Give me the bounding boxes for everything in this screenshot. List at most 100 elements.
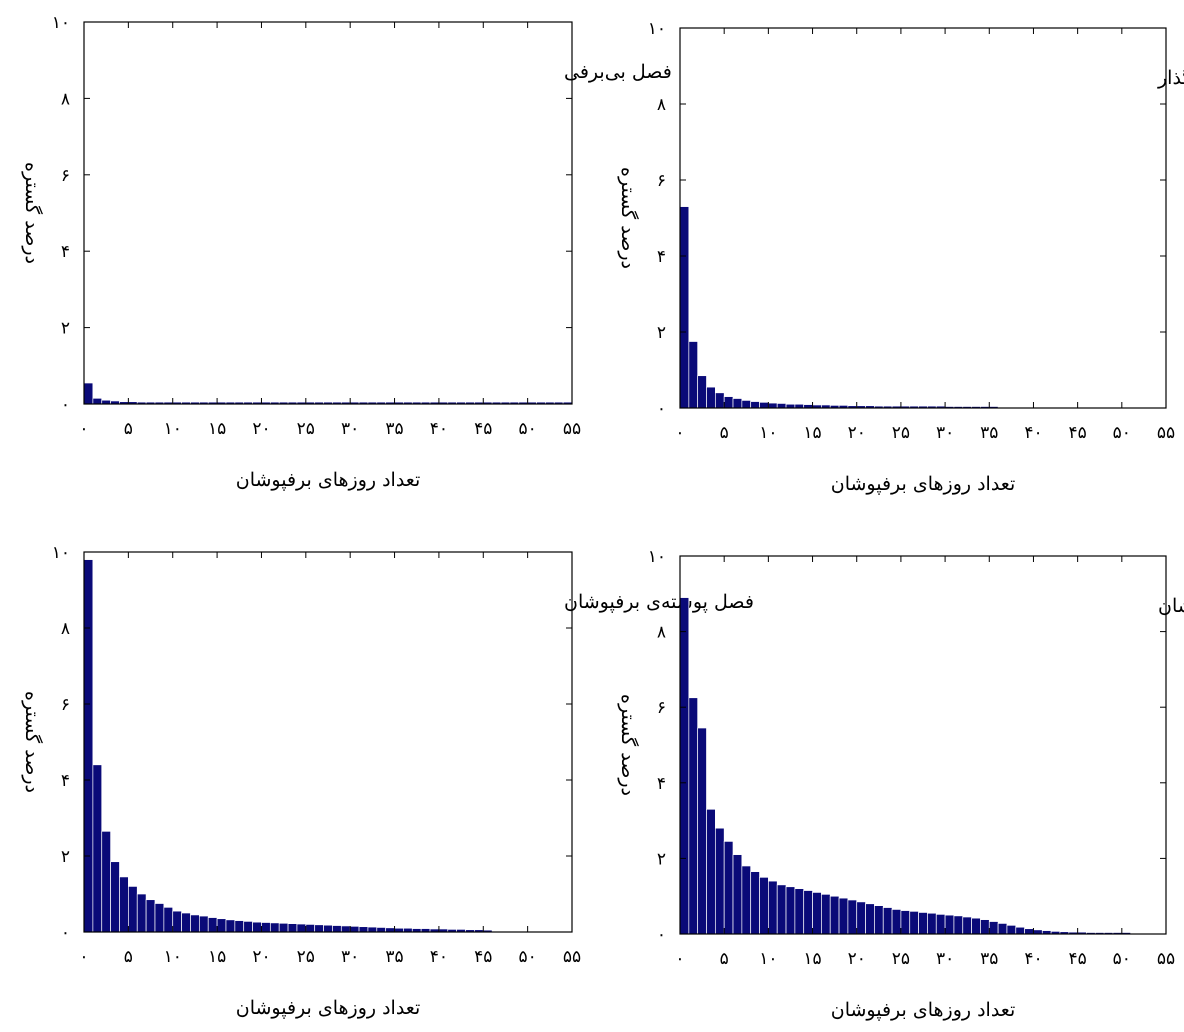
y-tick-label: ۸	[61, 619, 70, 639]
bar	[216, 918, 227, 933]
bar	[679, 206, 690, 409]
bar	[1015, 926, 1025, 935]
bar	[980, 919, 990, 935]
bar	[847, 899, 858, 935]
chart-panel-1: ۰ ۵ ۱۰ ۱۵ ۲۰ ۲۵ ۳۰ ۳۵ ۴۰ ۴۵ ۵۰ ۵۵ ۰ ۲ ۴ ۶ ۸ ۱۰ فصل گذار تعد…	[617, 19, 1184, 495]
bar	[768, 880, 778, 935]
x-tick-label: ۱۰	[164, 419, 182, 439]
y-tick-label: ۱۰	[52, 543, 70, 563]
bar	[732, 398, 743, 409]
y-tick-label: ۰	[657, 925, 666, 945]
panel-title: فصل پوسته‌ی برفپوشان	[564, 591, 754, 613]
y-tick-label: ۴	[61, 771, 70, 791]
bar	[136, 893, 147, 933]
bar	[1033, 929, 1043, 935]
x-tick-label: ۰	[675, 949, 684, 969]
y-tick-label: ۶	[61, 695, 70, 715]
x-tick-label: ۴۵	[1069, 423, 1087, 443]
x-tick-label: ۲۰	[848, 423, 866, 443]
bar	[323, 924, 333, 933]
x-tick-label: ۴۰	[430, 419, 448, 439]
plot-frame	[679, 27, 1167, 409]
bar	[207, 917, 218, 933]
x-tick-label: ۱۰	[759, 949, 777, 969]
x-tick-label: ۱۵	[208, 419, 226, 439]
x-tick-label: ۵۵	[1157, 949, 1175, 969]
bar	[882, 907, 893, 935]
x-tick-label: ۵۰	[1113, 949, 1131, 969]
bar	[821, 893, 831, 935]
bar	[697, 727, 707, 935]
x-tick-label: ۰	[675, 423, 684, 443]
x-tick-label: ۲۵	[892, 949, 910, 969]
bar	[997, 923, 1008, 935]
bar	[706, 808, 716, 935]
bar	[358, 926, 369, 933]
x-tick-label: ۳۵	[385, 947, 403, 967]
bar	[812, 892, 822, 935]
bar	[679, 597, 690, 935]
x-tick-label: ۵	[124, 419, 133, 439]
bar	[723, 841, 734, 935]
x-axis-label: تعداد روزهای برفپوشان	[831, 999, 1016, 1021]
x-tick-label: ۳۵	[980, 423, 998, 443]
bar	[953, 915, 964, 935]
y-tick-label: ۰	[61, 923, 70, 943]
bar	[776, 403, 787, 409]
bar	[128, 886, 138, 933]
plot-frame	[679, 555, 1167, 935]
bar	[723, 396, 734, 409]
bar	[741, 865, 752, 935]
bar	[988, 921, 999, 935]
y-tick-label: ۸	[61, 89, 70, 109]
bar	[92, 397, 103, 405]
y-axis-label: درصد گستره	[617, 694, 640, 796]
panel-title: فصل هسته‌ی برفپوشان	[1158, 595, 1184, 617]
x-tick-label: ۱۰	[164, 947, 182, 967]
x-tick-label: ۵۰	[1113, 423, 1131, 443]
bar	[909, 910, 919, 935]
y-tick-label: ۴	[61, 242, 70, 262]
x-tick-label: ۴۵	[474, 419, 492, 439]
x-tick-label: ۲۰	[848, 949, 866, 969]
x-tick-label: ۵	[720, 949, 729, 969]
bar	[891, 909, 902, 935]
bar	[918, 912, 928, 935]
bar	[261, 922, 271, 933]
bar	[838, 897, 849, 935]
bar	[385, 927, 395, 933]
y-tick-label: ۲	[657, 849, 666, 869]
bar	[225, 919, 236, 933]
x-tick-label: ۲۰	[252, 947, 270, 967]
bar	[829, 895, 840, 935]
y-tick-label: ۰	[61, 395, 70, 415]
x-tick-label: ۲۵	[297, 947, 315, 967]
bar	[697, 375, 707, 409]
bar	[83, 382, 94, 405]
bar	[145, 899, 156, 933]
panel-title: فصل گذار	[1157, 66, 1184, 89]
bar	[314, 924, 324, 933]
y-axis-label: درصد گستره	[21, 691, 44, 793]
y-tick-label: ۶	[61, 166, 70, 186]
bar	[750, 871, 760, 935]
y-tick-label: ۶	[657, 171, 666, 191]
bar	[714, 827, 725, 935]
bar	[287, 923, 298, 933]
y-tick-label: ۸	[657, 623, 666, 643]
y-tick-label: ۴	[657, 247, 666, 267]
x-axis-label: تعداد روزهای برفپوشان	[831, 473, 1016, 495]
bar	[163, 906, 174, 933]
bar	[154, 903, 165, 933]
bar	[340, 925, 351, 933]
x-tick-label: ۴۵	[474, 947, 492, 967]
x-tick-label: ۰	[79, 947, 88, 967]
bar	[776, 884, 787, 935]
bar	[706, 386, 716, 409]
x-tick-label: ۳۰	[341, 419, 359, 439]
x-tick-label: ۵۵	[563, 947, 581, 967]
bar	[768, 402, 778, 409]
x-tick-label: ۳۰	[936, 423, 954, 443]
y-tick-label: ۸	[657, 95, 666, 115]
